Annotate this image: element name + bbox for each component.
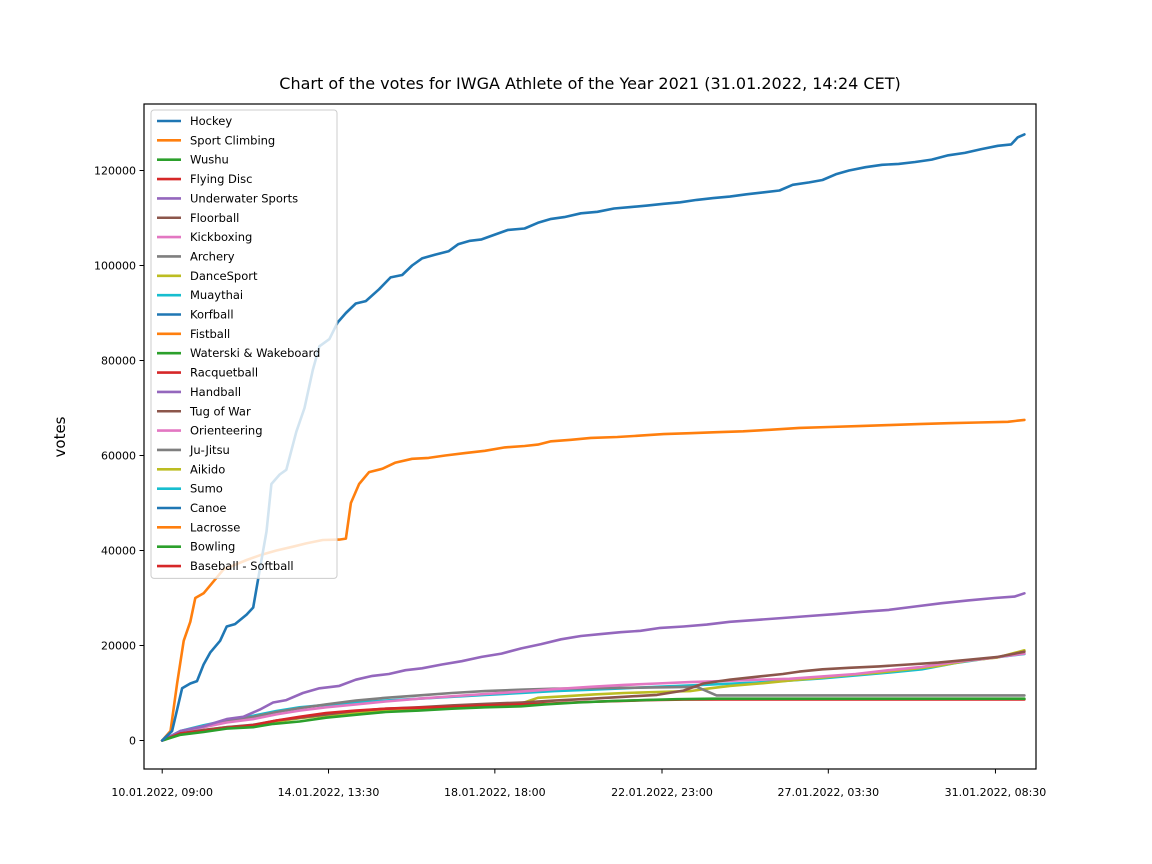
legend-label: Bowling <box>190 540 235 554</box>
legend-label: Lacrosse <box>190 520 240 534</box>
x-tick-label: 31.01.2022, 08:30 <box>945 786 1047 799</box>
legend: Hockey Sport Climbing Wushu Flying Disc Unde… <box>150 109 338 579</box>
y-tick-label: 120000 <box>94 165 136 178</box>
legend-label: DanceSport <box>190 269 258 283</box>
y-axis-label: votes <box>51 416 69 457</box>
legend-label: Orienteering <box>190 424 263 438</box>
legend-label: Muaythai <box>190 288 243 302</box>
y-tick-label: 100000 <box>94 260 136 273</box>
legend-label: Flying Disc <box>190 172 252 186</box>
legend-label: Archery <box>190 249 235 263</box>
series-line-kickboxing <box>160 652 1026 742</box>
legend-label: Fistball <box>190 327 230 341</box>
legend-label: Aikido <box>190 462 225 476</box>
y-tick-label: 40000 <box>101 545 136 558</box>
x-tick-label: 27.01.2022, 03:30 <box>777 786 879 799</box>
legend-label: Baseball - Softball <box>190 559 294 573</box>
plot-lines <box>160 133 1026 742</box>
x-tick-label: 22.01.2022, 23:00 <box>611 786 713 799</box>
series-line-underwater-sports <box>160 592 1026 742</box>
plot-frame <box>143 103 1037 770</box>
legend-label: Sumo <box>190 482 223 496</box>
legend-label: Racquetball <box>190 366 258 380</box>
chart-title: Chart of the votes for IWGA Athlete of t… <box>279 74 900 93</box>
legend-label: Sport Climbing <box>190 133 275 147</box>
legend-label: Waterski & Wakeboard <box>190 346 320 360</box>
y-tick-label: 20000 <box>101 640 136 653</box>
x-tick-label: 14.01.2022, 13:30 <box>278 786 380 799</box>
legend-label: Hockey <box>190 114 232 128</box>
legend-box <box>150 109 338 579</box>
legend-label: Korfball <box>190 308 234 322</box>
legend-label: Kickboxing <box>190 230 252 244</box>
legend-label: Ju-Jitsu <box>189 443 230 457</box>
y-tick-label: 80000 <box>101 355 136 368</box>
y-tick-label: 0 <box>129 735 136 748</box>
y-axis-ticks: 0 20000 40000 60000 80000 100000 120000 <box>94 165 144 748</box>
legend-label: Tug of War <box>189 404 251 418</box>
series-line-wushu <box>160 697 1026 742</box>
legend-label: Canoe <box>190 501 226 515</box>
x-axis-ticks: 10.01.2022, 09:00 14.01.2022, 13:30 18.01.… <box>111 769 1046 799</box>
legend-label: Handball <box>190 385 241 399</box>
x-tick-label: 10.01.2022, 09:00 <box>111 786 213 799</box>
y-tick-label: 60000 <box>101 450 136 463</box>
legend-label: Floorball <box>190 211 239 225</box>
legend-label: Underwater Sports <box>190 191 298 205</box>
x-tick-label: 18.01.2022, 18:00 <box>444 786 546 799</box>
legend-label: Wushu <box>190 153 229 167</box>
